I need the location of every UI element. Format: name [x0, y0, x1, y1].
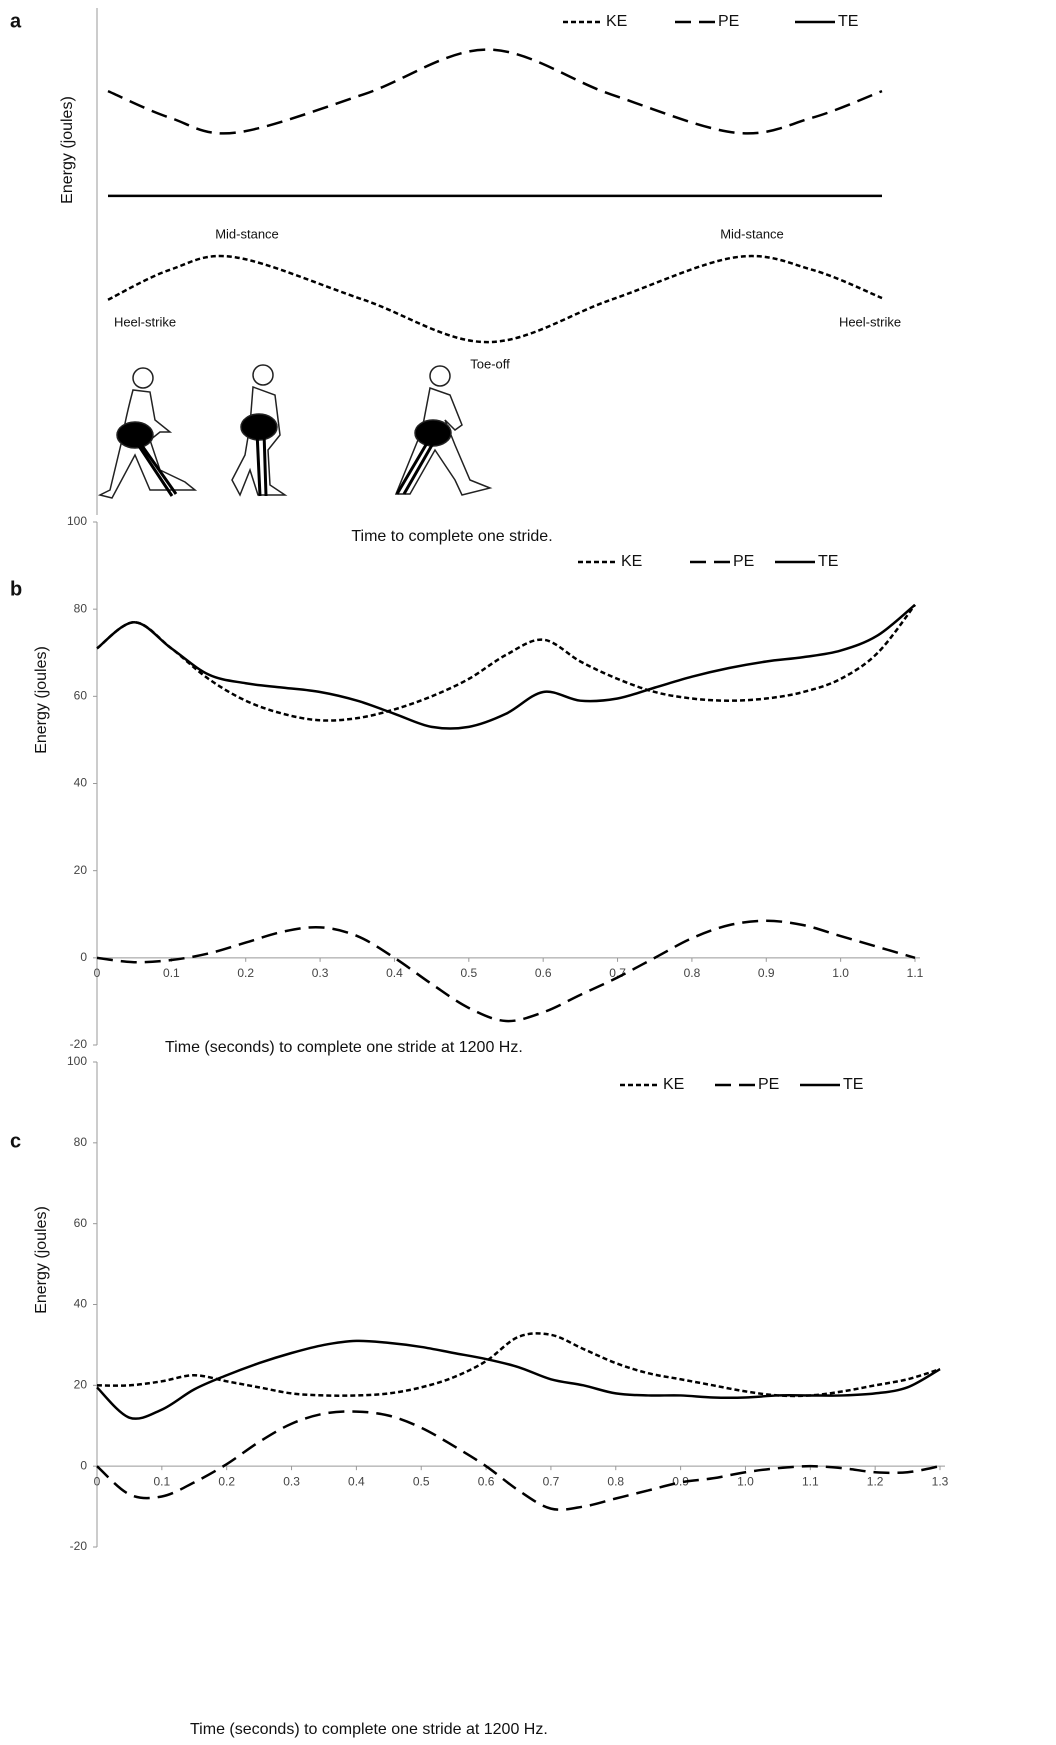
x-tick-label: 1.0	[832, 966, 849, 980]
x-tick-label: 0.6	[535, 966, 552, 980]
x-tick-label: 0.8	[607, 1474, 624, 1488]
y-tick-label: 20	[74, 1378, 88, 1392]
legend-label: PE	[758, 1076, 779, 1093]
legend-label: KE	[621, 553, 642, 570]
panel-letter: c	[10, 1130, 21, 1152]
series-line	[97, 1341, 940, 1419]
x-axis-label: Time to complete one stride.	[351, 528, 552, 545]
x-axis-label: Time (seconds) to complete one stride at…	[165, 1039, 523, 1056]
x-tick-label: 0.6	[478, 1474, 495, 1488]
series-line	[97, 605, 915, 729]
annotation: Toe-off	[470, 356, 510, 371]
x-tick-label: 0.4	[348, 1474, 365, 1488]
x-tick-label: 0.8	[684, 966, 701, 980]
x-axis-label: Time (seconds) to complete one stride at…	[190, 1721, 548, 1738]
legend-label: TE	[818, 553, 838, 570]
legend-label: TE	[838, 13, 858, 30]
x-tick-label: 0	[94, 1474, 101, 1488]
annotation: Mid-stance	[215, 226, 279, 241]
annotation: Heel-strike	[114, 314, 176, 329]
y-tick-label: 80	[74, 601, 88, 615]
y-tick-label: 60	[74, 689, 88, 703]
x-tick-label: 0.7	[543, 1474, 560, 1488]
series-line	[97, 921, 915, 1021]
figure-hip	[117, 422, 153, 448]
legend-label: KE	[606, 13, 627, 30]
annotation: Mid-stance	[720, 226, 784, 241]
series-line	[97, 605, 915, 721]
annotation: Heel-strike	[839, 314, 901, 329]
series-line	[108, 50, 882, 134]
series-line	[108, 256, 882, 342]
x-tick-label: 1.1	[802, 1474, 819, 1488]
legend-label: PE	[718, 13, 739, 30]
legend-label: PE	[733, 553, 754, 570]
figure-hip	[241, 414, 277, 440]
y-tick-label: -20	[70, 1037, 88, 1051]
x-tick-label: 0.1	[154, 1474, 171, 1488]
figure-head	[253, 365, 273, 385]
x-tick-label: 1.3	[932, 1474, 949, 1488]
x-tick-label: 0.5	[460, 966, 477, 980]
x-tick-label: 0	[94, 966, 101, 980]
x-tick-label: 1.2	[867, 1474, 884, 1488]
page: a Energy (joules) Time to complete one str…	[0, 0, 1056, 1745]
x-tick-label: 0.4	[386, 966, 403, 980]
series-line	[97, 1333, 940, 1396]
y-tick-label: -20	[70, 1539, 88, 1553]
y-tick-label: 100	[67, 514, 87, 528]
x-tick-label: 0.2	[218, 1474, 235, 1488]
series-line	[97, 1411, 940, 1509]
panel-letter: a	[10, 10, 22, 32]
x-tick-label: 0.3	[312, 966, 329, 980]
y-axis-label: Energy (joules)	[33, 1206, 50, 1314]
x-tick-label: 0.5	[413, 1474, 430, 1488]
legend-label: TE	[843, 1076, 863, 1093]
panel-letter: b	[10, 578, 22, 600]
y-axis-label: Energy (joules)	[59, 96, 76, 204]
x-tick-label: 0.3	[283, 1474, 300, 1488]
y-tick-label: 80	[74, 1135, 88, 1149]
y-tick-label: 60	[74, 1216, 88, 1230]
y-tick-label: 20	[74, 863, 88, 877]
y-tick-label: 100	[67, 1054, 87, 1068]
x-tick-label: 0.9	[758, 966, 775, 980]
figure: a Energy (joules) Time to complete one str…	[0, 0, 1056, 1745]
x-tick-label: 0.1	[163, 966, 180, 980]
figure-head	[133, 368, 153, 388]
y-tick-label: 40	[74, 776, 88, 790]
y-axis-label: Energy (joules)	[33, 646, 50, 754]
walking-figures	[100, 365, 490, 498]
y-tick-label: 0	[80, 950, 87, 964]
figure-head	[430, 366, 450, 386]
legend-label: KE	[663, 1076, 684, 1093]
y-tick-label: 40	[74, 1297, 88, 1311]
x-tick-label: 1.0	[737, 1474, 754, 1488]
y-tick-label: 0	[80, 1458, 87, 1472]
x-tick-label: 0.2	[237, 966, 254, 980]
x-tick-label: 1.1	[907, 966, 924, 980]
